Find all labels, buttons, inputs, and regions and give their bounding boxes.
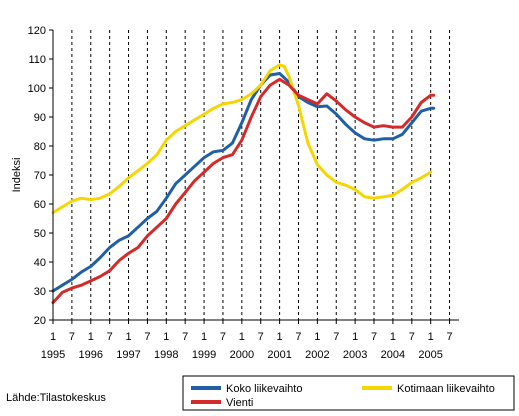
y-tick-label: 70 <box>34 170 46 182</box>
legend-label: Vienti <box>226 397 253 409</box>
series-line <box>51 63 433 215</box>
y-tick-label: 80 <box>34 141 46 153</box>
x-tick-label: 1 <box>201 331 207 343</box>
plot-area <box>53 30 459 320</box>
legend-label: Koko liikevaihto <box>226 383 302 395</box>
y-tick-label: 20 <box>34 315 46 327</box>
x-tick-label: 1 <box>352 331 358 343</box>
x-tick-label: 1 <box>125 331 131 343</box>
y-tick-label: 110 <box>28 54 46 66</box>
x-year-label: 1995 <box>41 349 65 361</box>
x-tick-label: 7 <box>144 331 150 343</box>
x-tick-label: 7 <box>220 331 226 343</box>
y-tick-label: 30 <box>34 286 46 298</box>
x-tick-label: 7 <box>295 331 301 343</box>
x-tick-label: 7 <box>182 331 188 343</box>
x-year-label: 1997 <box>116 349 140 361</box>
y-tick-label: 90 <box>34 112 46 124</box>
x-year-label: 1999 <box>192 349 216 361</box>
x-year-label: 2001 <box>267 349 291 361</box>
legend-box <box>182 375 515 411</box>
y-tick-label: 100 <box>28 83 46 95</box>
x-tick-label: 7 <box>69 331 75 343</box>
x-tick-label: 1 <box>50 331 56 343</box>
legend-label: Kotimaan liikevaihto <box>397 383 495 395</box>
x-tick-label: 7 <box>107 331 113 343</box>
y-tick-label: 120 <box>28 25 46 37</box>
x-year-label: 1996 <box>79 349 103 361</box>
x-year-label: 2005 <box>418 349 442 361</box>
x-tick-label: 1 <box>88 331 94 343</box>
x-tick-label: 7 <box>409 331 415 343</box>
x-year-label: 1998 <box>154 349 178 361</box>
x-year-label: 2004 <box>381 349 405 361</box>
x-tick-label: 1 <box>163 331 169 343</box>
x-tick-label: 1 <box>314 331 320 343</box>
x-year-label: 2000 <box>230 349 254 361</box>
x-tick-label: 1 <box>428 331 434 343</box>
y-tick-label: 40 <box>34 257 46 269</box>
legend: Koko liikevaihto Kotimaan liikevaihto Vien… <box>182 375 515 411</box>
x-tick-label: 7 <box>333 331 339 343</box>
y-tick-label: 50 <box>34 228 46 240</box>
series-line <box>51 77 436 305</box>
x-tick-label: 1 <box>390 331 396 343</box>
series-line <box>51 72 436 293</box>
x-year-label: 2003 <box>343 349 367 361</box>
x-year-label: 2002 <box>305 349 329 361</box>
x-tick-label: 7 <box>446 331 452 343</box>
y-tick-label: 60 <box>34 199 46 211</box>
source-note: Lähde:Tilastokeskus <box>6 392 106 404</box>
x-tick-label: 1 <box>239 331 245 343</box>
x-tick-label: 7 <box>258 331 264 343</box>
x-tick-label: 7 <box>371 331 377 343</box>
x-tick-label: 1 <box>277 331 283 343</box>
y-axis-label: Indeksi <box>11 158 23 193</box>
